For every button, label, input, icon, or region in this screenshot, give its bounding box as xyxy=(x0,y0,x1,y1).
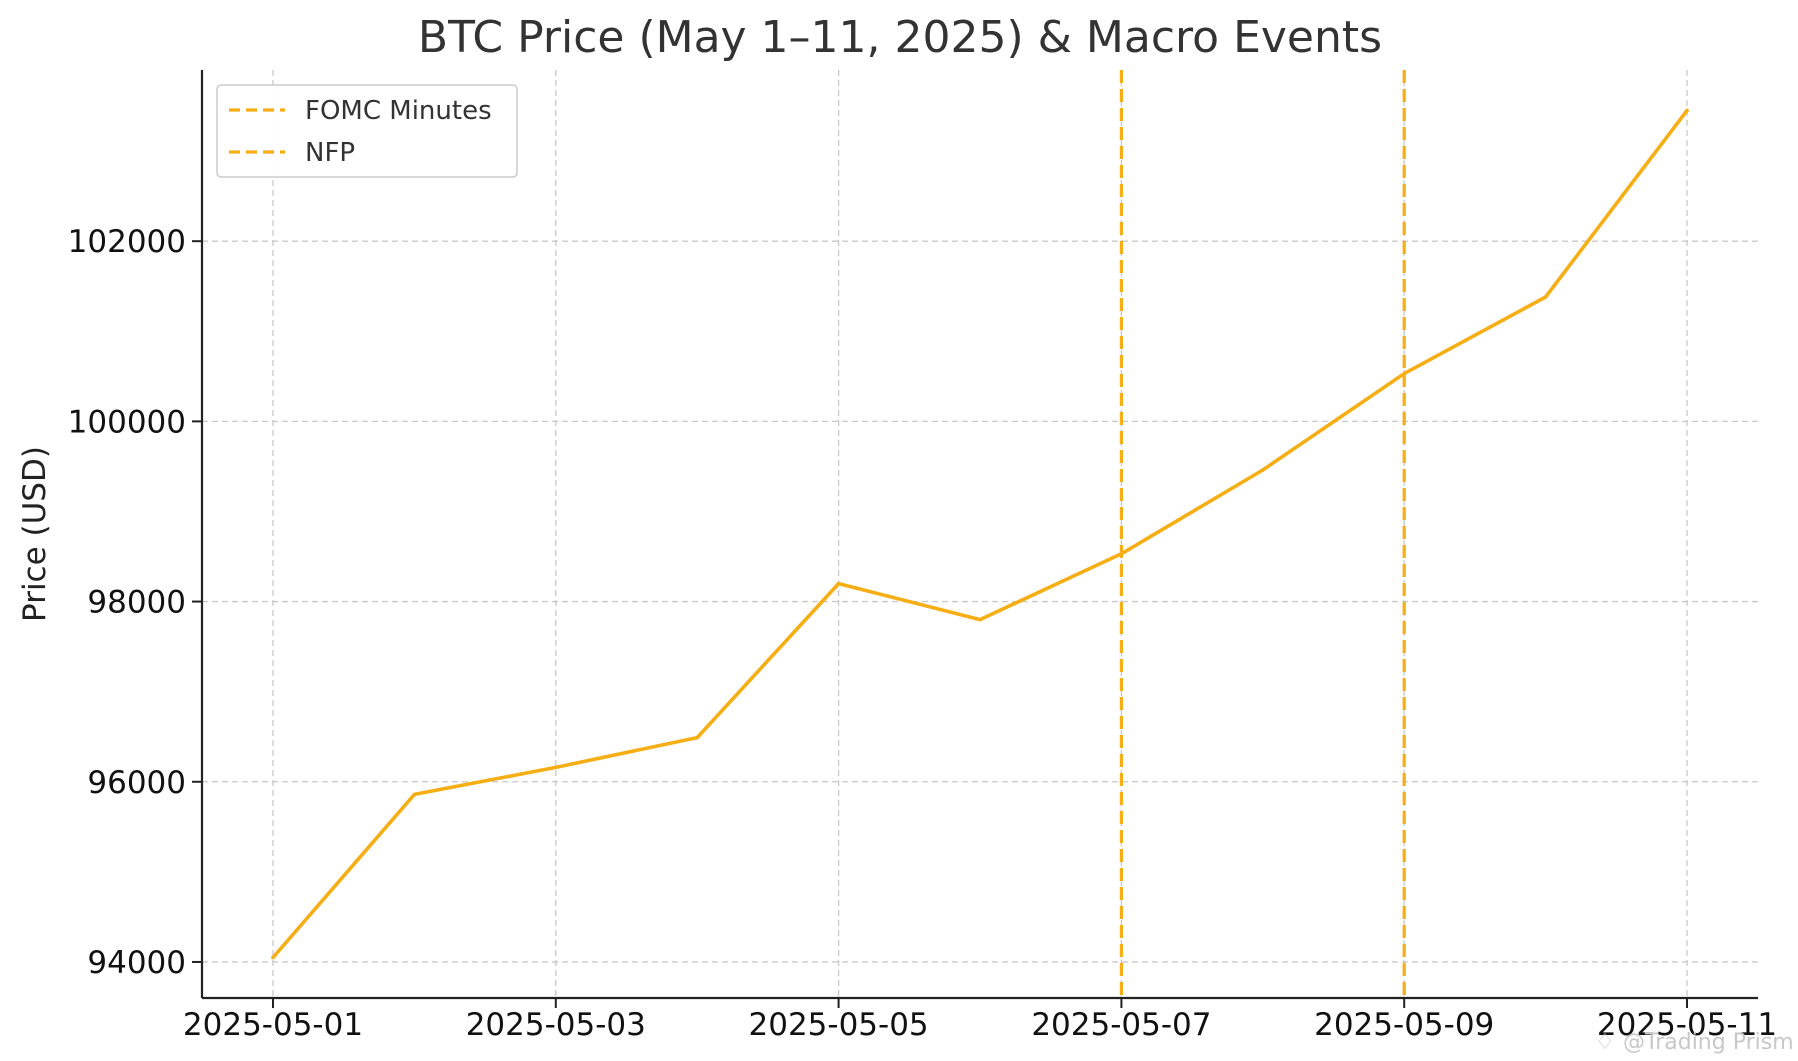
x-tick-label: 2025-05-09 xyxy=(1314,1007,1494,1043)
price-series xyxy=(271,108,1689,960)
legend-box xyxy=(216,84,518,178)
x-tick-label: 2025-05-05 xyxy=(749,1007,929,1043)
legend-label: FOMC Minutes xyxy=(305,96,492,126)
price-line xyxy=(271,108,1689,960)
price-point xyxy=(836,581,841,586)
price-point xyxy=(1402,371,1406,376)
legend-label: NFP xyxy=(305,138,355,168)
x-tick-label: 2025-05-11 xyxy=(1597,1007,1777,1043)
price-point xyxy=(695,735,699,740)
watermark: ♢ @Trading Prism xyxy=(1595,1030,1794,1055)
x-tick-label: 2025-05-07 xyxy=(1031,1007,1211,1043)
y-tick-label: 100000 xyxy=(68,404,186,440)
y-tick-label: 98000 xyxy=(87,585,186,621)
price-point xyxy=(412,792,417,797)
price-point xyxy=(978,617,982,622)
watermark-logo-icon: ♢ xyxy=(1595,1030,1615,1055)
legend: FOMC Minutes NFP xyxy=(216,84,518,178)
x-tick-label: 2025-05-03 xyxy=(466,1007,646,1043)
price-point xyxy=(1543,295,1548,299)
price-point xyxy=(1261,468,1265,472)
grid-lines xyxy=(202,70,1758,998)
price-point xyxy=(271,955,275,960)
price-point xyxy=(1119,552,1124,556)
x-tick-label: 2025-05-01 xyxy=(183,1007,363,1043)
watermark-text: @Trading Prism xyxy=(1623,1030,1794,1055)
tick-labels: 94000 96000 98000 100000 102000 2025-05-01 202… xyxy=(68,224,1777,1043)
y-tick-label: 96000 xyxy=(87,765,186,801)
y-tick-label: 102000 xyxy=(68,224,186,260)
y-tick-label: 94000 xyxy=(87,945,186,981)
axes xyxy=(192,70,1758,1008)
chart-title: BTC Price (May 1–11, 2025) & Macro Event… xyxy=(418,12,1382,63)
y-axis-label: Price (USD) xyxy=(17,446,53,622)
price-point xyxy=(554,765,558,770)
price-point xyxy=(1685,108,1689,113)
event-lines xyxy=(1119,70,1406,998)
